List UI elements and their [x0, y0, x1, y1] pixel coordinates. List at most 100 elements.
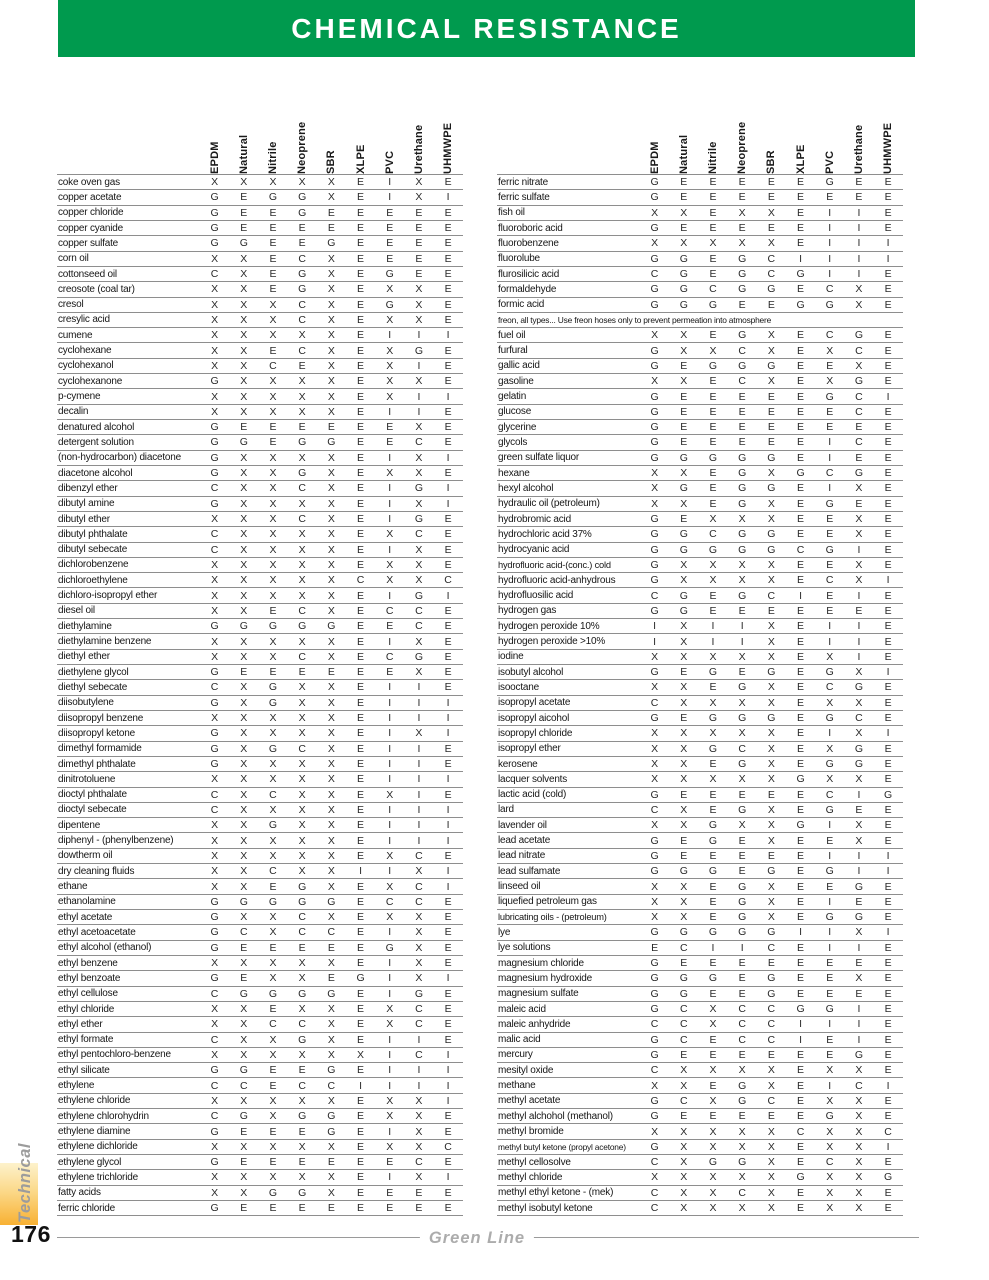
rating-cell: E — [738, 1110, 746, 1123]
rating-cell: E — [357, 390, 365, 403]
rating-cell: I — [388, 712, 392, 725]
rating-cell: I — [446, 773, 450, 786]
chemical-name: flurosilicic acid — [498, 268, 560, 280]
column-header: Urethane — [852, 124, 865, 174]
rating-cell: X — [855, 1202, 863, 1215]
rating-cell: C — [415, 1048, 423, 1061]
rating-cell: E — [357, 268, 365, 281]
rating-cell: G — [239, 620, 248, 633]
rating-cell: E — [709, 482, 717, 495]
rating-cell: E — [444, 758, 452, 771]
rating-cell: E — [680, 176, 688, 189]
rating-cell: X — [826, 1125, 834, 1138]
rating-cell: G — [679, 283, 688, 296]
rating-cell: C — [738, 344, 746, 357]
rating-cell: X — [826, 344, 834, 357]
rating-cell: I — [886, 1079, 890, 1092]
chemical-name: diacetone alcohol — [58, 467, 133, 479]
rating-cell: E — [357, 528, 365, 541]
rating-cell: E — [884, 1202, 892, 1215]
rating-cell: C — [415, 620, 423, 633]
rating-cell: X — [680, 650, 688, 663]
rating-cell: X — [415, 635, 423, 648]
rating-cell: E — [884, 895, 892, 908]
rating-cell: X — [651, 650, 659, 663]
rating-cell: X — [709, 696, 717, 709]
rating-cell: X — [269, 589, 277, 602]
chemical-name: methyl butyl ketone (propyl acetone) — [498, 1141, 626, 1152]
table-row: dipentene X X G X X E I I I — [57, 818, 463, 834]
rating-cell: E — [826, 1033, 834, 1046]
rating-cell: G — [327, 1110, 336, 1123]
rating-cell: X — [327, 451, 335, 464]
rating-cell: E — [386, 421, 394, 434]
rating-cell: E — [709, 880, 717, 893]
rating-cell: G — [650, 1140, 659, 1153]
rating-cell: X — [386, 528, 394, 541]
rating-cell: X — [298, 543, 306, 556]
chemical-name: hydrogen gas — [498, 605, 557, 617]
column-header: Urethane — [412, 124, 425, 174]
rating-cell: X — [357, 1048, 365, 1061]
chemical-name: diphenyl - (phenylbenzene) — [58, 835, 174, 847]
rating-cell: X — [415, 543, 423, 556]
chemical-name: isopropyl acetate — [498, 697, 571, 709]
rating-cell: E — [357, 666, 365, 679]
rating-cell: X — [269, 497, 277, 510]
section-label: Technical — [16, 1143, 34, 1223]
chemical-name: cyclohexane — [58, 345, 112, 357]
rating-cell: X — [826, 1094, 834, 1107]
rating-cell: G — [708, 543, 718, 556]
rating-cell: X — [767, 1125, 775, 1138]
rating-cell: E — [357, 513, 365, 526]
rating-cell: G — [767, 528, 776, 541]
rating-cell: I — [857, 237, 861, 250]
rating-cell: C — [825, 467, 834, 480]
table-row: (non-hydrocarbon) diacetone G X X X X E I X I — [57, 451, 463, 466]
rating-cell: E — [444, 788, 452, 801]
rating-cell: E — [797, 390, 805, 403]
chemical-name: ethyl benzoate — [58, 972, 121, 984]
rating-cell: E — [240, 1202, 248, 1215]
rating-cell: X — [680, 758, 688, 771]
chemical-name: copper chloride — [58, 207, 124, 219]
rating-cell: X — [327, 803, 335, 816]
rating-cell: G — [738, 880, 747, 893]
rating-cell: E — [709, 436, 717, 449]
rating-cell: X — [327, 344, 335, 357]
rating-cell: X — [767, 1079, 775, 1092]
rating-cell: G — [210, 467, 219, 480]
chemical-name: gasoline — [498, 375, 534, 387]
rating-cell: X — [240, 727, 248, 740]
rating-cell: X — [767, 1156, 775, 1169]
rating-cell: G — [650, 298, 659, 311]
rating-cell: E — [797, 758, 805, 771]
table-row: magnesium sulfate G G E E G E E E E — [497, 987, 903, 1002]
rating-cell: X — [269, 957, 277, 970]
rating-cell: X — [327, 712, 335, 725]
rating-cell: X — [767, 375, 775, 388]
rating-cell: E — [884, 712, 892, 725]
rating-cell: X — [386, 467, 394, 480]
chemical-name: methyl bromide — [498, 1126, 564, 1138]
table-row: methyl chloride X X X X X G X X G — [497, 1170, 903, 1186]
rating-cell: X — [269, 1033, 277, 1046]
chemical-name: ethyl acetate — [58, 911, 113, 923]
chemical-name: ethylene chloride — [58, 1095, 131, 1107]
rating-cell: I — [446, 482, 450, 495]
rating-cell: E — [709, 390, 717, 403]
chemical-name: coke oven gas — [58, 176, 120, 188]
rating-cell: X — [211, 405, 219, 418]
rating-cell: E — [327, 972, 335, 985]
rating-cell: E — [884, 773, 892, 786]
chemical-name: (non-hydrocarbon) diacetone — [58, 452, 182, 464]
rating-cell: X — [298, 712, 306, 725]
rating-cell: I — [388, 513, 392, 526]
table-row: methyl alchohol (methanol) G E E E E E G X E — [497, 1109, 903, 1125]
rating-cell: I — [857, 788, 861, 801]
table-row: hydrogen peroxide >10% I X I I X E I I E — [497, 634, 903, 650]
table-row: copper acetate G E G G X E I X I — [57, 190, 463, 206]
rating-cell: E — [444, 528, 452, 541]
rating-cell: C — [444, 574, 452, 587]
rating-cell: X — [269, 528, 277, 541]
